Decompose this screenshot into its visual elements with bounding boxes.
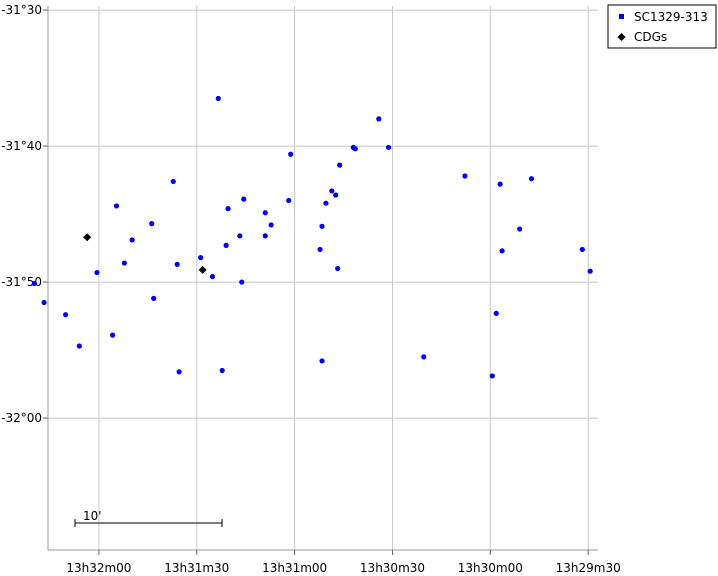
scale-bar-label: 10' xyxy=(83,509,102,523)
galaxy-point-7 xyxy=(121,260,127,266)
galaxy-point-8 xyxy=(129,237,135,243)
galaxy-point-42 xyxy=(489,373,495,379)
galaxy-point-5 xyxy=(113,203,120,209)
x-tick-label-5: 13h29m30 xyxy=(556,561,621,575)
galaxy-point-24 xyxy=(262,233,268,239)
galaxy-point-2 xyxy=(63,312,69,318)
galaxy-point-32 xyxy=(329,188,335,194)
galaxy-point-30 xyxy=(319,223,325,229)
legend: SC1329-313 CDGs xyxy=(607,4,717,49)
galaxy-point-19 xyxy=(223,242,229,248)
galaxy-point-39 xyxy=(385,144,392,151)
galaxy-point-15 xyxy=(209,274,216,280)
galaxy-point-1 xyxy=(41,299,47,306)
grid xyxy=(48,6,598,550)
x-tick-label-4: 13h30m00 xyxy=(458,561,523,575)
galaxy-point-43 xyxy=(493,310,499,316)
legend-marker-cdgs xyxy=(617,33,626,41)
galaxy-point-47 xyxy=(528,176,535,182)
x-tick-label-0: 13h32m00 xyxy=(66,561,131,575)
legend-label-cdgs: CDGs xyxy=(634,30,667,44)
cdg-point-1 xyxy=(198,265,207,274)
galaxy-point-28 xyxy=(317,246,323,253)
galaxy-point-38 xyxy=(376,116,382,122)
cdg-point-0 xyxy=(83,233,92,242)
galaxy-point-29 xyxy=(319,358,325,364)
galaxy-point-49 xyxy=(587,268,593,274)
galaxy-point-4 xyxy=(94,269,100,276)
galaxy-point-41 xyxy=(462,173,468,179)
galaxy-point-33 xyxy=(333,192,339,198)
scale-bar: 10' xyxy=(74,509,223,527)
galaxy-point-48 xyxy=(579,246,585,253)
galaxy-point-45 xyxy=(499,248,505,254)
x-tick-label-3: 13h30m30 xyxy=(360,561,425,575)
galaxy-point-0 xyxy=(31,280,37,287)
galaxy-point-25 xyxy=(268,222,274,228)
galaxy-point-6 xyxy=(109,332,116,338)
y-tick-labels: -31°30 -31°40 -31°50 -32°00 xyxy=(1,3,48,425)
x-tick-label-1: 13h31m30 xyxy=(164,561,229,575)
x-tick-label-2: 13h31m00 xyxy=(262,561,327,575)
plot-background xyxy=(48,6,598,550)
galaxy-point-44 xyxy=(497,181,503,187)
galaxy-point-13 xyxy=(176,369,182,375)
galaxy-point-22 xyxy=(241,196,247,202)
galaxy-point-26 xyxy=(286,197,292,204)
galaxy-point-17 xyxy=(219,367,225,374)
galaxy-point-35 xyxy=(337,162,343,168)
galaxy-point-3 xyxy=(76,343,82,349)
x-tick-labels: 13h32m00 13h31m30 13h31m00 13h30m30 13h30m00… xyxy=(66,550,621,575)
galaxy-point-18 xyxy=(225,206,231,212)
y-tick-label-1: -31°40 xyxy=(1,139,42,153)
y-tick-label-3: -32°00 xyxy=(1,411,42,425)
legend-marker-sc1329 xyxy=(619,14,624,19)
galaxy-point-46 xyxy=(517,226,523,232)
galaxy-point-16 xyxy=(215,95,221,102)
y-tick-label-2: -31°50 xyxy=(1,275,42,289)
galaxy-point-12 xyxy=(174,261,180,267)
data-points xyxy=(31,95,593,379)
galaxy-point-21 xyxy=(239,279,245,285)
galaxy-point-31 xyxy=(323,200,329,206)
galaxy-point-10 xyxy=(151,295,157,301)
galaxy-point-27 xyxy=(288,151,294,157)
axes xyxy=(47,6,598,551)
y-tick-label-0: -31°30 xyxy=(1,3,42,17)
legend-box xyxy=(607,4,717,49)
galaxy-point-37 xyxy=(352,146,358,152)
legend-label-sc1329: SC1329-313 xyxy=(634,10,708,24)
galaxy-point-14 xyxy=(198,255,204,261)
galaxy-point-20 xyxy=(237,233,243,239)
galaxy-point-11 xyxy=(170,178,176,185)
galaxy-point-23 xyxy=(262,210,268,216)
galaxy-point-9 xyxy=(149,221,155,227)
galaxy-point-34 xyxy=(335,265,341,272)
galaxy-point-40 xyxy=(421,354,427,360)
